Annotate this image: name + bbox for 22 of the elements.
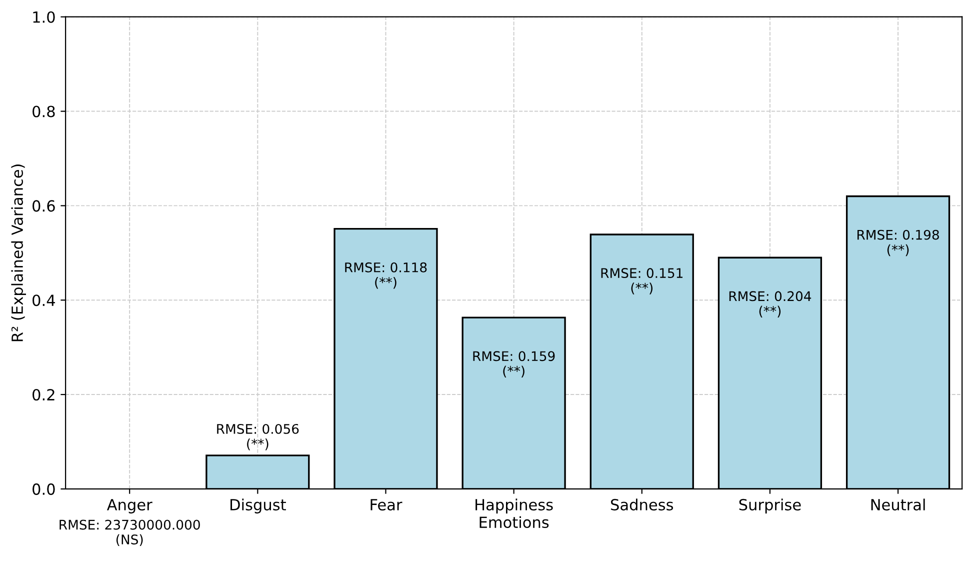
y-axis-title: R² (Explained Variance)	[11, 164, 26, 342]
y-tick-label: 1.0	[33, 11, 55, 23]
y-tick-label: 0.4	[32, 294, 55, 306]
x-tick-label: Fear	[370, 499, 402, 510]
annotation: RMSE: 0.198 (**)	[857, 230, 939, 256]
annotation: RMSE: 0.204 (**)	[729, 291, 812, 318]
x-axis-title: Emotions	[480, 516, 549, 528]
x-tick-label: Disgust	[230, 498, 286, 514]
y-tick-label: 0.2	[32, 388, 54, 401]
x-tick-label: Neutral	[871, 498, 925, 510]
annotation: RMSE: 0.056 (**)	[217, 424, 299, 450]
x-tick-label: Surprise	[739, 498, 801, 514]
y-tick-label: 0.8	[32, 106, 55, 118]
x-tick-label: Sadness	[611, 498, 674, 510]
annotation: RMSE: 0.118 (**)	[345, 262, 427, 289]
y-tick-label: 0.0	[32, 483, 55, 495]
x-tick-label: Anger	[106, 499, 152, 514]
text: RMSE: 23730000.000 (NS)	[60, 520, 200, 546]
y-tick-label: 0.6	[32, 200, 55, 212]
x-tick-label: Happiness	[476, 498, 553, 514]
annotation: RMSE: 0.151 (**)	[601, 268, 683, 294]
annotation: RMSE: 0.159 (**)	[473, 351, 555, 378]
